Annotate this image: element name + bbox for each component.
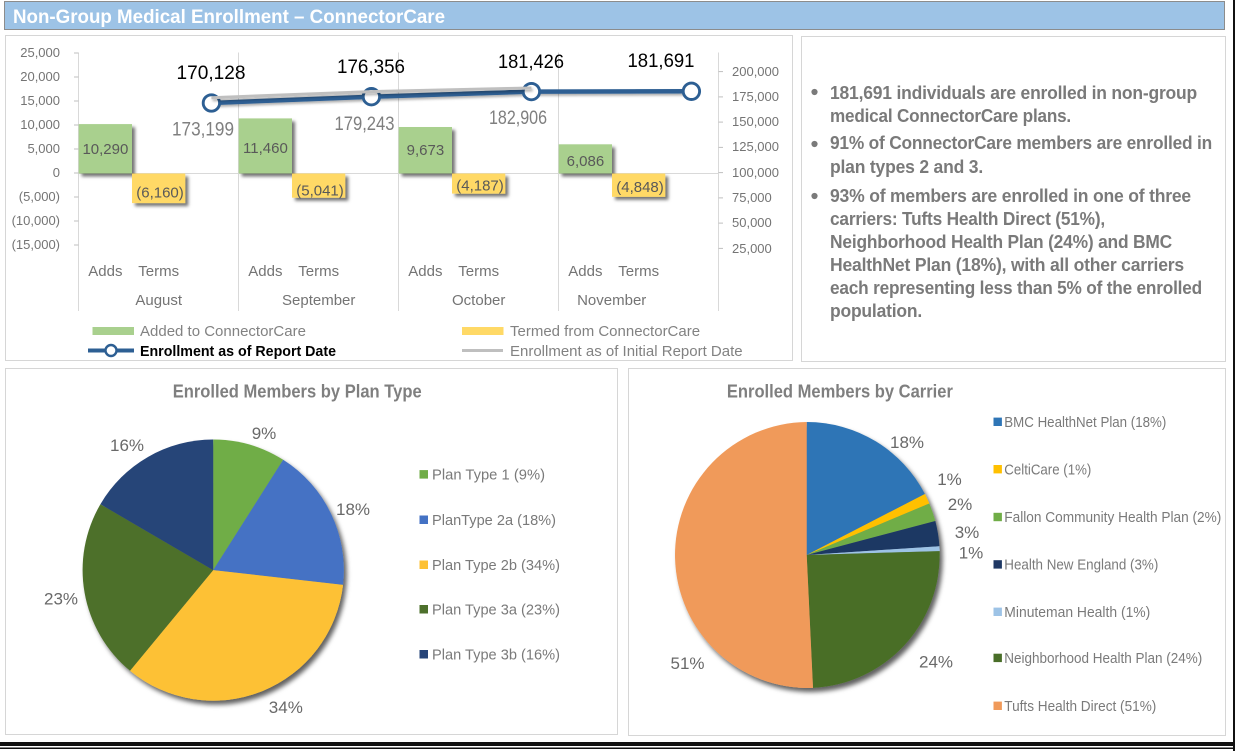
svg-text:11,460: 11,460 bbox=[243, 140, 288, 157]
svg-text:Tufts Health Direct (51%): Tufts Health Direct (51%) bbox=[1004, 699, 1156, 715]
svg-text:1%: 1% bbox=[959, 544, 984, 563]
svg-text:Plan Type 3a (23%): Plan Type 3a (23%) bbox=[432, 602, 560, 618]
svg-text:23%: 23% bbox=[44, 589, 78, 608]
svg-text:Adds: Adds bbox=[88, 263, 122, 280]
svg-text:9,673: 9,673 bbox=[407, 142, 445, 159]
svg-text:Enrolled Members by Carrier: Enrolled Members by Carrier bbox=[727, 381, 953, 401]
svg-text:(15,000): (15,000) bbox=[12, 237, 60, 252]
svg-text:Plan Type 1 (9%): Plan Type 1 (9%) bbox=[432, 468, 545, 484]
svg-text:91% of ConnectorCare members a: 91% of ConnectorCare members are enrolle… bbox=[830, 133, 1212, 153]
svg-text:25,000: 25,000 bbox=[20, 45, 60, 60]
svg-text:175,000: 175,000 bbox=[732, 89, 779, 104]
svg-text:population.: population. bbox=[830, 301, 922, 321]
svg-text:6,086: 6,086 bbox=[567, 153, 605, 170]
svg-text:Health New England (3%): Health New England (3%) bbox=[1004, 558, 1158, 574]
svg-text:15,000: 15,000 bbox=[20, 93, 60, 108]
svg-text:August: August bbox=[135, 292, 183, 309]
svg-text:181,691: 181,691 bbox=[628, 50, 695, 72]
svg-text:24%: 24% bbox=[919, 653, 953, 672]
svg-text:181,426: 181,426 bbox=[498, 51, 564, 73]
svg-text:Plan Type 3b (16%): Plan Type 3b (16%) bbox=[432, 647, 560, 663]
svg-text:Terms: Terms bbox=[618, 263, 659, 280]
svg-text:18%: 18% bbox=[890, 433, 924, 452]
svg-text:Plan Type 2b (34%): Plan Type 2b (34%) bbox=[432, 558, 560, 574]
svg-text:3%: 3% bbox=[955, 523, 980, 542]
svg-text:(4,848): (4,848) bbox=[616, 179, 664, 196]
svg-text:Added to ConnectorCare: Added to ConnectorCare bbox=[140, 323, 306, 340]
svg-text:Fallon Community Health Plan (: Fallon Community Health Plan (2%) bbox=[1004, 510, 1221, 526]
svg-text:20,000: 20,000 bbox=[20, 69, 60, 84]
svg-text:150,000: 150,000 bbox=[732, 114, 779, 129]
svg-text:173,199: 173,199 bbox=[172, 119, 234, 141]
svg-text:2%: 2% bbox=[948, 495, 973, 514]
svg-text:plan types 2 and 3.: plan types 2 and 3. bbox=[830, 157, 983, 177]
svg-text:181,691 individuals are enroll: 181,691 individuals are enrolled in non-… bbox=[830, 83, 1197, 103]
svg-text:Adds: Adds bbox=[408, 263, 442, 280]
svg-text:200,000: 200,000 bbox=[732, 64, 779, 79]
svg-text:Adds: Adds bbox=[568, 263, 602, 280]
svg-text:Enrolled Members by Plan Type: Enrolled Members by Plan Type bbox=[173, 381, 422, 401]
svg-text:(10,000): (10,000) bbox=[12, 213, 60, 228]
svg-text:Terms: Terms bbox=[298, 263, 339, 280]
svg-text:HealthNet Plan (18%), with all: HealthNet Plan (18%), with all other car… bbox=[830, 255, 1184, 275]
svg-text:18%: 18% bbox=[336, 500, 370, 519]
svg-text:CeltiCare (1%): CeltiCare (1%) bbox=[1004, 462, 1091, 478]
svg-text:November: November bbox=[577, 292, 646, 309]
svg-text:16%: 16% bbox=[110, 436, 144, 455]
svg-text:93% of members are enrolled in: 93% of members are enrolled in one of th… bbox=[830, 186, 1191, 206]
svg-text:176,356: 176,356 bbox=[337, 56, 405, 78]
svg-text:100,000: 100,000 bbox=[732, 165, 779, 180]
svg-text:PlanType 2a (18%): PlanType 2a (18%) bbox=[432, 513, 556, 529]
svg-text:51%: 51% bbox=[670, 654, 704, 673]
svg-text:October: October bbox=[452, 292, 505, 309]
svg-text:34%: 34% bbox=[269, 698, 303, 717]
svg-text:1%: 1% bbox=[937, 470, 962, 489]
svg-text:125,000: 125,000 bbox=[732, 139, 779, 154]
svg-text:179,243: 179,243 bbox=[335, 113, 395, 135]
svg-text:each representing less than 5%: each representing less than 5% of the en… bbox=[830, 278, 1202, 298]
svg-text:Neighborhood Health Plan (24%): Neighborhood Health Plan (24%) bbox=[1004, 651, 1202, 667]
svg-text:Enrollment as of Report Date: Enrollment as of Report Date bbox=[140, 343, 336, 360]
svg-text:Termed from ConnectorCare: Termed from ConnectorCare bbox=[510, 323, 700, 340]
svg-text:carriers: Tufts Health Direct: carriers: Tufts Health Direct (51%), bbox=[830, 209, 1105, 229]
svg-text:Minuteman Health (1%): Minuteman Health (1%) bbox=[1004, 605, 1150, 621]
svg-text:170,128: 170,128 bbox=[177, 62, 246, 84]
svg-text:10,000: 10,000 bbox=[20, 117, 60, 132]
svg-text:0: 0 bbox=[53, 165, 60, 180]
svg-text:75,000: 75,000 bbox=[732, 190, 772, 205]
svg-text:BMC HealthNet Plan (18%): BMC HealthNet Plan (18%) bbox=[1004, 415, 1166, 431]
svg-text:Neighborhood Health Plan (24%): Neighborhood Health Plan (24%) and BMC bbox=[830, 232, 1172, 252]
svg-text:(6,160): (6,160) bbox=[136, 184, 184, 201]
svg-text:Terms: Terms bbox=[138, 263, 179, 280]
svg-text:182,906: 182,906 bbox=[489, 107, 547, 129]
svg-text:10,290: 10,290 bbox=[82, 141, 128, 158]
svg-text:Adds: Adds bbox=[248, 263, 282, 280]
svg-text:(5,000): (5,000) bbox=[19, 189, 60, 204]
svg-text:medical ConnectorCare plans.: medical ConnectorCare plans. bbox=[830, 106, 1071, 126]
svg-text:September: September bbox=[282, 292, 355, 309]
svg-text:(5,041): (5,041) bbox=[296, 182, 344, 199]
svg-text:50,000: 50,000 bbox=[732, 215, 772, 230]
svg-text:(4,187): (4,187) bbox=[456, 177, 504, 194]
svg-text:Enrollment as of Initial Repor: Enrollment as of Initial Report Date bbox=[510, 343, 743, 360]
svg-text:25,000: 25,000 bbox=[732, 241, 772, 256]
svg-text:9%: 9% bbox=[252, 424, 277, 443]
svg-text:Non-Group Medical Enrollment –: Non-Group Medical Enrollment – Connector… bbox=[13, 6, 445, 28]
svg-text:Terms: Terms bbox=[458, 263, 499, 280]
svg-text:5,000: 5,000 bbox=[27, 141, 60, 156]
